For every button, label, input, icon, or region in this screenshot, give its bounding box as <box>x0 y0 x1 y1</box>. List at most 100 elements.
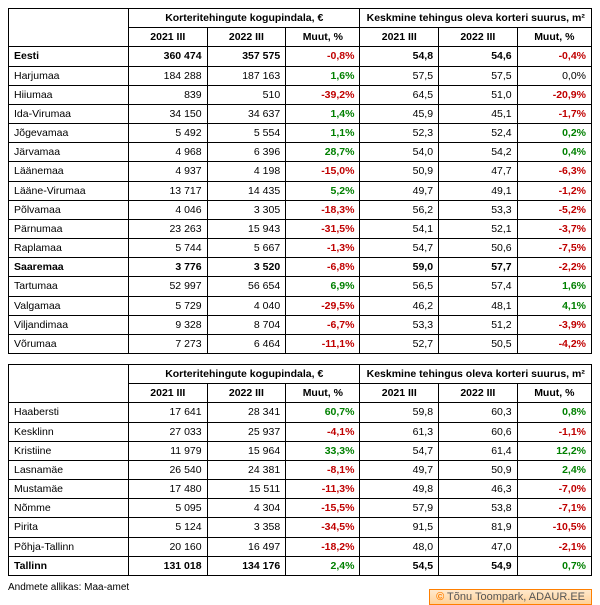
cell: Võrumaa <box>9 334 129 353</box>
cell: -0,8% <box>286 47 360 66</box>
cell: 64,5 <box>360 85 439 104</box>
cell: 15 511 <box>207 480 286 499</box>
cell: -31,5% <box>286 219 360 238</box>
cell: 7 273 <box>129 334 208 353</box>
table-row: Põhja-Tallinn20 16016 497-18,2%48,047,0-… <box>9 537 592 556</box>
cell: 5 729 <box>129 296 208 315</box>
cell: 24 381 <box>207 460 286 479</box>
cell: 17 641 <box>129 403 208 422</box>
cell: Lääne-Virumaa <box>9 181 129 200</box>
table-body: Haabersti17 64128 34160,7%59,860,30,8%Ke… <box>9 403 592 576</box>
cell: 46,2 <box>360 296 439 315</box>
cell: 48,1 <box>439 296 518 315</box>
cell: 3 776 <box>129 258 208 277</box>
cell: 91,5 <box>360 518 439 537</box>
col-group-1: Korteritehingute kogupindala, € <box>129 365 360 384</box>
cell: 49,7 <box>360 181 439 200</box>
col-chg-a: Muut, % <box>286 384 360 403</box>
col-y1-b: 2021 III <box>360 384 439 403</box>
cell: 839 <box>129 85 208 104</box>
cell: 20 160 <box>129 537 208 556</box>
cell: 51,0 <box>439 85 518 104</box>
cell: 52,3 <box>360 124 439 143</box>
cell: 131 018 <box>129 556 208 575</box>
cell: Nõmme <box>9 499 129 518</box>
table-row: Lasnamäe26 54024 381-8,1%49,750,92,4% <box>9 460 592 479</box>
cell: 0,8% <box>517 403 591 422</box>
col-y2-b: 2022 III <box>439 28 518 47</box>
cell: Tartumaa <box>9 277 129 296</box>
cell: 46,3 <box>439 480 518 499</box>
cell: 57,5 <box>439 66 518 85</box>
cell: -2,2% <box>517 258 591 277</box>
cell: 16 497 <box>207 537 286 556</box>
col-y2-a: 2022 III <box>207 28 286 47</box>
table-row: Nõmme5 0954 304-15,5%57,953,8-7,1% <box>9 499 592 518</box>
cell: 0,4% <box>517 143 591 162</box>
cell: 28,7% <box>286 143 360 162</box>
cell: -7,1% <box>517 499 591 518</box>
cell: -6,8% <box>286 258 360 277</box>
cell: 3 358 <box>207 518 286 537</box>
cell: Tallinn <box>9 556 129 575</box>
cell: 0,0% <box>517 66 591 85</box>
cell: 49,7 <box>360 460 439 479</box>
col-y2-b: 2022 III <box>439 384 518 403</box>
cell: Mustamäe <box>9 480 129 499</box>
cell: 5,2% <box>286 181 360 200</box>
table-row: Harjumaa184 288187 1631,6%57,557,50,0% <box>9 66 592 85</box>
cell: 81,9 <box>439 518 518 537</box>
cell: 53,3 <box>360 315 439 334</box>
cell: -2,1% <box>517 537 591 556</box>
cell: 4 304 <box>207 499 286 518</box>
cell: 45,1 <box>439 104 518 123</box>
col-y1-b: 2021 III <box>360 28 439 47</box>
cell: 5 554 <box>207 124 286 143</box>
cell: 54,7 <box>360 441 439 460</box>
col-group-2: Keskmine tehingus oleva korteri suurus, … <box>360 9 592 28</box>
cell: 61,4 <box>439 441 518 460</box>
cell: 56 654 <box>207 277 286 296</box>
cell: 5 124 <box>129 518 208 537</box>
cell: Valgamaa <box>9 296 129 315</box>
cell: 54,1 <box>360 219 439 238</box>
col-group-2: Keskmine tehingus oleva korteri suurus, … <box>360 365 592 384</box>
cell: 34 150 <box>129 104 208 123</box>
table-districts: Korteritehingute kogupindala, € Keskmine… <box>8 364 592 576</box>
table-body: Eesti360 474357 575-0,8%54,854,6-0,4%Har… <box>9 47 592 354</box>
cell: 53,3 <box>439 200 518 219</box>
cell: -15,0% <box>286 162 360 181</box>
cell: 47,7 <box>439 162 518 181</box>
table-row: Pärnumaa23 26315 943-31,5%54,152,1-3,7% <box>9 219 592 238</box>
cell: -29,5% <box>286 296 360 315</box>
cell: 2,4% <box>517 460 591 479</box>
cell: 5 095 <box>129 499 208 518</box>
cell: -5,2% <box>517 200 591 219</box>
cell: -39,2% <box>286 85 360 104</box>
cell: 6 396 <box>207 143 286 162</box>
table-row: Viljandimaa9 3288 704-6,7%53,351,2-3,9% <box>9 315 592 334</box>
cell: -7,5% <box>517 239 591 258</box>
cell: 6,9% <box>286 277 360 296</box>
credit-badge: © Tõnu Toompark, ADAUR.EE <box>429 589 592 605</box>
cell: -0,4% <box>517 47 591 66</box>
cell: 6 464 <box>207 334 286 353</box>
cell: 54,5 <box>360 556 439 575</box>
cell: 56,5 <box>360 277 439 296</box>
table-row: Võrumaa7 2736 464-11,1%52,750,5-4,2% <box>9 334 592 353</box>
cell: 4 198 <box>207 162 286 181</box>
cell: 50,9 <box>360 162 439 181</box>
cell: 53,8 <box>439 499 518 518</box>
cell: 3 305 <box>207 200 286 219</box>
cell: Jõgevamaa <box>9 124 129 143</box>
cell: 17 480 <box>129 480 208 499</box>
cell: -1,3% <box>286 239 360 258</box>
cell: 23 263 <box>129 219 208 238</box>
cell: 34 637 <box>207 104 286 123</box>
cell: 4 937 <box>129 162 208 181</box>
cell: 48,0 <box>360 537 439 556</box>
credit-text: Tõnu Toompark, ADAUR.EE <box>447 591 585 603</box>
table-row: Eesti360 474357 575-0,8%54,854,6-0,4% <box>9 47 592 66</box>
cell: 5 744 <box>129 239 208 258</box>
cell: -18,2% <box>286 537 360 556</box>
